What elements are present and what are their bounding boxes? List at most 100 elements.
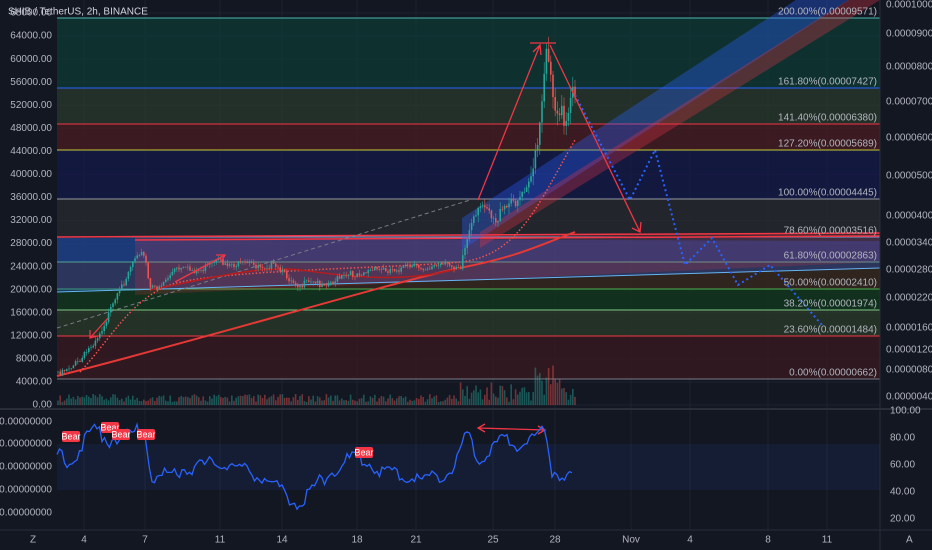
volume-bar [147,400,149,405]
candle [517,200,519,207]
volume-bar [239,395,242,405]
candle [246,262,248,264]
candle [305,280,308,282]
signal-label: Bear [111,429,130,439]
signal-badge [62,431,80,442]
volume-axis-label: 36000.00 [10,192,52,203]
fib-label: 38.20%(0.00001974) [784,299,877,310]
signal-label: Bear [100,422,119,432]
volume-bar [356,401,358,405]
candle [202,269,204,272]
candle [195,270,198,274]
volume-bar [314,401,317,405]
volume-axis-label: 64000.00 [10,31,52,42]
candle [107,312,110,322]
volume-bar [541,380,543,405]
candle [451,265,453,267]
rising-channel [462,0,850,250]
volume-bar [189,398,191,405]
candle [422,268,424,270]
candle [244,261,246,263]
volume-bar [488,399,490,405]
candle [429,268,431,270]
horizontal-channel [57,238,880,292]
volume-bar [235,397,237,405]
candle [101,331,103,334]
volume-bar [532,392,534,405]
x-axis-label: 14 [276,535,288,546]
candle [385,268,387,272]
fib-label: 161.80%(0.00007427) [778,77,877,88]
volume-bar [574,396,576,405]
candle [325,285,328,287]
candle [321,283,323,288]
volume-bar [517,394,519,405]
candle [178,267,180,270]
volume-bar [382,396,385,405]
volume-bar [63,400,66,405]
volume-bar [246,395,248,405]
candle [358,273,361,276]
volume-bar [301,394,303,405]
timezone-button[interactable]: Z [30,535,36,546]
candle [272,262,275,264]
fib-band [57,310,880,336]
volume-bar [250,397,253,405]
volume-bar [347,400,350,405]
candle [534,149,537,169]
candle [396,270,398,272]
candle [220,258,222,260]
candle [191,270,193,271]
candle [283,269,286,272]
candle [475,215,477,217]
volume-bar [165,400,167,405]
candle [112,303,114,307]
volume-bar [195,395,198,405]
candle [167,278,169,280]
volume-bar [242,395,244,405]
volume-axis-label: 20000.00 [10,284,52,295]
volume-bar [558,378,561,405]
candle [235,266,237,268]
volume-bar [547,367,550,405]
rsi-axis-label: 60.00000000 [0,462,52,473]
volume-bar [332,400,334,405]
arrows [89,42,642,435]
rsi-axis-label: 60.00 [890,460,915,471]
candle [59,371,61,375]
candle [433,265,435,267]
candle [156,286,158,290]
x-axis-label: 11 [822,535,833,546]
candle [523,191,526,193]
volume-bar [422,397,424,405]
volume-axis-label: 8000.00 [16,354,53,365]
moving-average [56,231,576,377]
candle [259,265,262,268]
candle [116,293,119,300]
volume-bar [426,399,429,405]
wedge [135,233,880,295]
candle [132,261,134,268]
volume-bar [92,394,94,405]
volume-bar [288,397,290,405]
volume-bar [451,398,453,405]
volume-bar [292,397,295,405]
candle [382,268,385,270]
candle [453,266,455,270]
volume-bar [367,401,369,405]
volume-bar [149,398,152,405]
candle [380,269,383,271]
candle [376,266,378,270]
candle [352,271,354,277]
volume-bar [352,399,354,405]
candle [184,266,187,268]
candle [490,210,493,219]
auto-scale-button[interactable]: A [906,535,913,546]
volume-bar [402,397,405,405]
support-line [56,267,881,293]
